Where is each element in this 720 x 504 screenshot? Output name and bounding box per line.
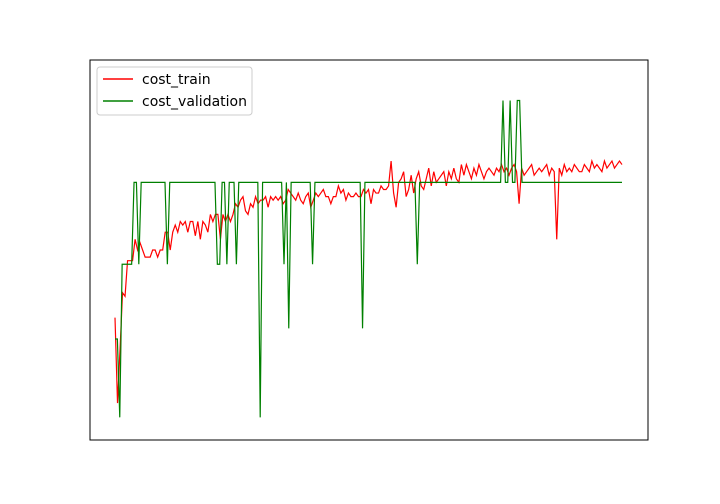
- legend: cost_train cost_validation: [96, 66, 253, 116]
- series-layer: [114, 99, 623, 418]
- legend-label-cost-train: cost_train: [142, 72, 211, 88]
- legend-box: [96, 66, 253, 116]
- series-line-cost-train: [114, 158, 623, 404]
- legend-label-cost-validation: cost_validation: [142, 94, 247, 110]
- series-line-cost-validation: [115, 99, 622, 418]
- plot-frame: [89, 59, 649, 441]
